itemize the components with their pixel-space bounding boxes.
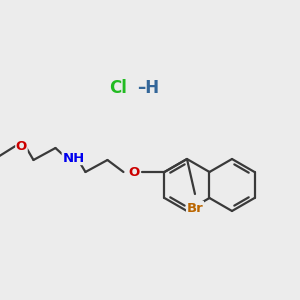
Text: –H: –H	[137, 79, 159, 97]
Text: NH: NH	[62, 152, 85, 164]
Text: Br: Br	[187, 202, 203, 214]
Text: O: O	[16, 140, 27, 152]
Text: Cl: Cl	[109, 79, 127, 97]
Text: O: O	[129, 166, 140, 178]
